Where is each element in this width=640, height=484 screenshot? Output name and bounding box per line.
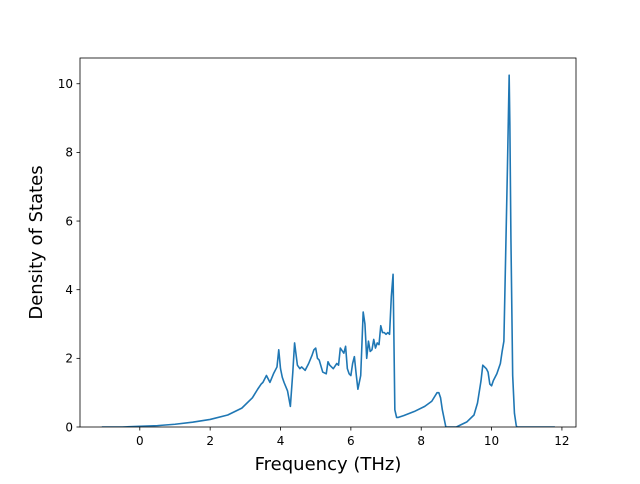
plot-layer [101, 74, 555, 427]
x-tick-label: 4 [277, 434, 285, 448]
y-tick-label: 4 [65, 283, 73, 297]
x-tick-label: 2 [206, 434, 214, 448]
x-tick-label: 10 [484, 434, 499, 448]
axes-frame [79, 57, 577, 428]
series-line-0 [101, 74, 555, 427]
x-axis-label: Frequency (THz) [255, 454, 402, 475]
x-tick-label: 12 [554, 434, 569, 448]
x-tick-label: 6 [347, 434, 355, 448]
y-tick-label: 8 [65, 146, 73, 160]
y-tick-label: 0 [65, 420, 73, 434]
y-axis-label: Density of States [26, 165, 47, 319]
y-tick-label: 10 [58, 77, 73, 91]
y-tick-label: 6 [65, 214, 73, 228]
x-tick-label: 8 [417, 434, 425, 448]
x-tick-label: 0 [136, 434, 144, 448]
y-tick-label: 2 [65, 352, 73, 366]
ticks-layer: 0 2 4 6 8 10 12 0 2 4 6 8 10 [58, 77, 570, 448]
